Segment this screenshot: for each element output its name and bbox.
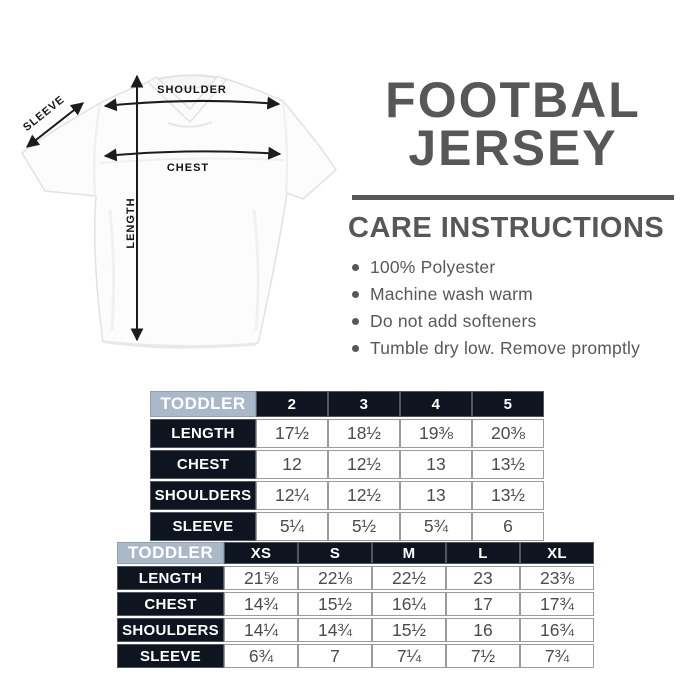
measurement-value-cell: 17½ bbox=[256, 419, 328, 448]
size-table-header-row: TODDLER 2 3 4 5 bbox=[150, 391, 544, 417]
care-list-item-text: Machine wash warm bbox=[370, 284, 533, 304]
measurement-value-cell: 12½ bbox=[328, 481, 400, 510]
care-list-item: Do not add softeners bbox=[350, 310, 680, 332]
size-group-header: TODDLER bbox=[117, 542, 224, 564]
jersey-illustration bbox=[21, 74, 337, 349]
length-label: LENGTH bbox=[125, 197, 137, 248]
measurement-value-cell: 23⅜ bbox=[520, 566, 594, 590]
measurement-value-cell: 17¾ bbox=[520, 592, 594, 616]
chest-label: CHEST bbox=[167, 162, 209, 174]
bullet-dot bbox=[352, 264, 359, 271]
measurement-row-label: LENGTH bbox=[150, 419, 256, 448]
measurement-value-cell: 15½ bbox=[372, 618, 446, 642]
measurement-value-cell: 7½ bbox=[446, 644, 520, 668]
measurement-row: LENGTH 21⅝ 22⅛ 22½ 23 23⅜ bbox=[117, 566, 594, 590]
measurement-row: CHEST 14¾ 15½ 16¼ 17 17¾ bbox=[117, 592, 594, 616]
measurement-value-cell: 13½ bbox=[472, 481, 544, 510]
size-column-header: L bbox=[446, 542, 520, 564]
care-list-item-text: Tumble dry low. Remove promptly bbox=[370, 338, 641, 358]
size-column-header: 2 bbox=[256, 391, 328, 417]
measurement-value-cell: 17 bbox=[446, 592, 520, 616]
measurement-value-cell: 13 bbox=[400, 481, 472, 510]
care-list-item: Machine wash warm bbox=[350, 283, 680, 305]
bullet-dot bbox=[352, 291, 359, 298]
v-neck-collar bbox=[146, 75, 228, 124]
measurement-value-cell: 5½ bbox=[328, 512, 400, 541]
measurement-value-cell: 7 bbox=[298, 644, 372, 668]
measurement-row-label: SLEEVE bbox=[117, 644, 224, 668]
size-table-toddler-2-5: TODDLER 2 3 4 5 LENGTH 17½ 18½ 19⅜ 20⅜ CHEST 12 12½ 1… bbox=[150, 389, 544, 543]
measurement-row: CHEST 12 12½ 13 13½ bbox=[150, 450, 544, 479]
measurement-value-cell: 14¾ bbox=[298, 618, 372, 642]
care-list-item: Tumble dry low. Remove promptly bbox=[350, 337, 680, 359]
measurement-value-cell: 13½ bbox=[472, 450, 544, 479]
measurement-value-cell: 20⅜ bbox=[472, 419, 544, 448]
measurement-value-cell: 7¾ bbox=[520, 644, 594, 668]
measurement-value-cell: 12 bbox=[256, 450, 328, 479]
measurement-value-cell: 19⅜ bbox=[400, 419, 472, 448]
product-title: FOOTBAL JERSEY bbox=[350, 72, 676, 176]
measurement-value-cell: 23 bbox=[446, 566, 520, 590]
care-instructions-list: 100% Polyester Machine wash warm Do not ad… bbox=[350, 256, 680, 364]
measurement-value-cell: 15½ bbox=[298, 592, 372, 616]
measurement-value-cell: 6 bbox=[472, 512, 544, 541]
measurement-row-label: CHEST bbox=[117, 592, 224, 616]
measurement-value-cell: 12½ bbox=[328, 450, 400, 479]
care-instructions-heading: CARE INSTRUCTIONS bbox=[348, 212, 665, 244]
bullet-dot bbox=[352, 318, 359, 325]
shoulder-measure-arrow bbox=[103, 96, 281, 112]
measurement-value-cell: 22½ bbox=[372, 566, 446, 590]
measurement-value-cell: 14¾ bbox=[224, 592, 298, 616]
shoulder-label: SHOULDER bbox=[157, 84, 227, 96]
measurement-value-cell: 16 bbox=[446, 618, 520, 642]
measurement-row-label: SHOULDERS bbox=[117, 618, 224, 642]
measurement-row-label: SHOULDERS bbox=[150, 481, 256, 510]
measurement-value-cell: 5¼ bbox=[256, 512, 328, 541]
size-table-grid: TODDLER 2 3 4 5 LENGTH 17½ 18½ 19⅜ 20⅜ CHEST 12 12½ 1… bbox=[150, 389, 544, 543]
measurement-row: SLEEVE 5¼ 5½ 5¾ 6 bbox=[150, 512, 544, 541]
measurement-value-cell: 18½ bbox=[328, 419, 400, 448]
measurement-row: LENGTH 17½ 18½ 19⅜ 20⅜ bbox=[150, 419, 544, 448]
measurement-value-cell: 6¾ bbox=[224, 644, 298, 668]
size-table-header-row: TODDLER XS S M L XL bbox=[117, 542, 594, 564]
measurement-row-label: CHEST bbox=[150, 450, 256, 479]
product-title-line1: FOOTBAL bbox=[385, 72, 641, 128]
measurement-row: SHOULDERS 14¼ 14¾ 15½ 16 16¾ bbox=[117, 618, 594, 642]
size-column-header: 5 bbox=[472, 391, 544, 417]
measurement-value-cell: 14¼ bbox=[224, 618, 298, 642]
size-column-header: XL bbox=[520, 542, 594, 564]
measurement-value-cell: 13 bbox=[400, 450, 472, 479]
size-column-header: 3 bbox=[328, 391, 400, 417]
sleeve-measure-arrow bbox=[25, 102, 85, 148]
chest-measure-arrow bbox=[103, 146, 282, 162]
size-column-header: 4 bbox=[400, 391, 472, 417]
size-column-header: M bbox=[372, 542, 446, 564]
size-table-grid: TODDLER XS S M L XL LENGTH 21⅝ 22⅛ 22½ 23 23⅜ CHEST 1… bbox=[117, 540, 594, 670]
measurement-value-cell: 16¼ bbox=[372, 592, 446, 616]
size-group-header: TODDLER bbox=[150, 391, 256, 417]
measurement-value-cell: 7¼ bbox=[372, 644, 446, 668]
measurement-row: SLEEVE 6¾ 7 7¼ 7½ 7¾ bbox=[117, 644, 594, 668]
measurement-row: SHOULDERS 12¼ 12½ 13 13½ bbox=[150, 481, 544, 510]
measurement-value-cell: 12¼ bbox=[256, 481, 328, 510]
size-column-header: XS bbox=[224, 542, 298, 564]
measurement-value-cell: 22⅛ bbox=[298, 566, 372, 590]
size-table-toddler-xs-xl: TODDLER XS S M L XL LENGTH 21⅝ 22⅛ 22½ 23 23⅜ CHEST 1… bbox=[117, 540, 594, 670]
size-column-header: S bbox=[298, 542, 372, 564]
divider-line bbox=[352, 195, 674, 200]
measurement-value-cell: 16¾ bbox=[520, 618, 594, 642]
care-list-item: 100% Polyester bbox=[350, 256, 680, 278]
care-list-item-text: 100% Polyester bbox=[370, 257, 496, 277]
jersey-measurement-diagram: SHOULDER CHEST LENGTH SLEEVE bbox=[21, 74, 337, 349]
care-list-item-text: Do not add softeners bbox=[370, 311, 537, 331]
measurement-value-cell: 5¾ bbox=[400, 512, 472, 541]
measurement-value-cell: 21⅝ bbox=[224, 566, 298, 590]
measurement-row-label: LENGTH bbox=[117, 566, 224, 590]
bullet-dot bbox=[352, 345, 359, 352]
measurement-row-label: SLEEVE bbox=[150, 512, 256, 541]
product-title-line2: JERSEY bbox=[408, 120, 618, 176]
